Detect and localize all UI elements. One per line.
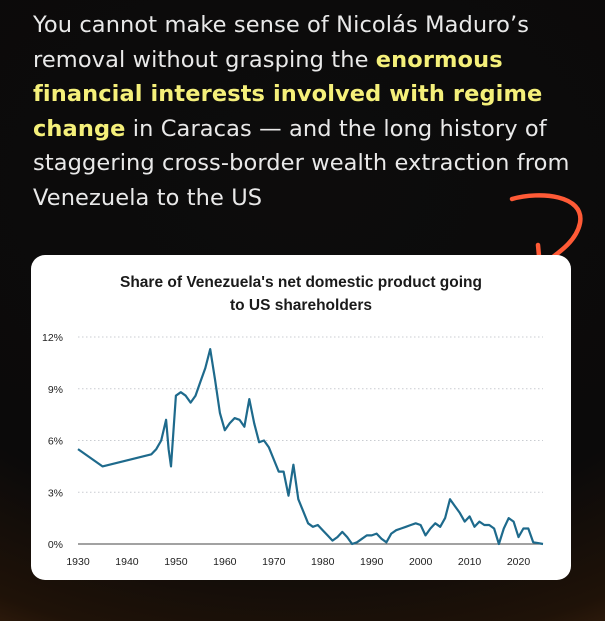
x-tick-label: 1970 <box>262 556 286 568</box>
y-tick-label: 0% <box>48 539 63 551</box>
x-tick-label: 2010 <box>458 556 482 568</box>
headline-highlight: enormous financial interests involved wi… <box>33 46 543 142</box>
x-tick-label: 1990 <box>360 556 384 568</box>
x-tick-label: 1940 <box>115 556 139 568</box>
series-line <box>77 348 544 546</box>
headline-text-part1: You cannot make sense of Nicolás Maduro’… <box>33 12 530 73</box>
x-tick-label: 2020 <box>507 556 531 568</box>
x-tick-label: 1960 <box>213 556 237 568</box>
chart-title: Share of Venezuela's net domestic produc… <box>31 271 571 317</box>
y-tick-label: 6% <box>48 436 63 448</box>
chart-title-line2: to US shareholders <box>229 297 373 314</box>
chart-card: Share of Venezuela's net domestic produc… <box>31 255 571 580</box>
y-tick-label: 3% <box>48 487 63 499</box>
chart-plot: 0% 3% 6% 9% 12% 1930 1940 1950 1960 1970 1980 1990 2… <box>42 332 544 568</box>
x-tick-label: 1980 <box>311 556 335 568</box>
headline-text-part2: in Caracas — and the long history of sta… <box>33 115 570 211</box>
y-tick-label: 12% <box>42 332 63 344</box>
x-tick-label: 1930 <box>66 556 90 568</box>
headline: You cannot make sense of Nicolás Maduro’… <box>33 8 593 215</box>
y-tick-label: 9% <box>48 384 63 396</box>
x-tick-label: 1950 <box>164 556 188 568</box>
chart-title-line1: Share of Venezuela's net domestic produc… <box>120 274 482 291</box>
x-tick-label: 2000 <box>409 556 433 568</box>
